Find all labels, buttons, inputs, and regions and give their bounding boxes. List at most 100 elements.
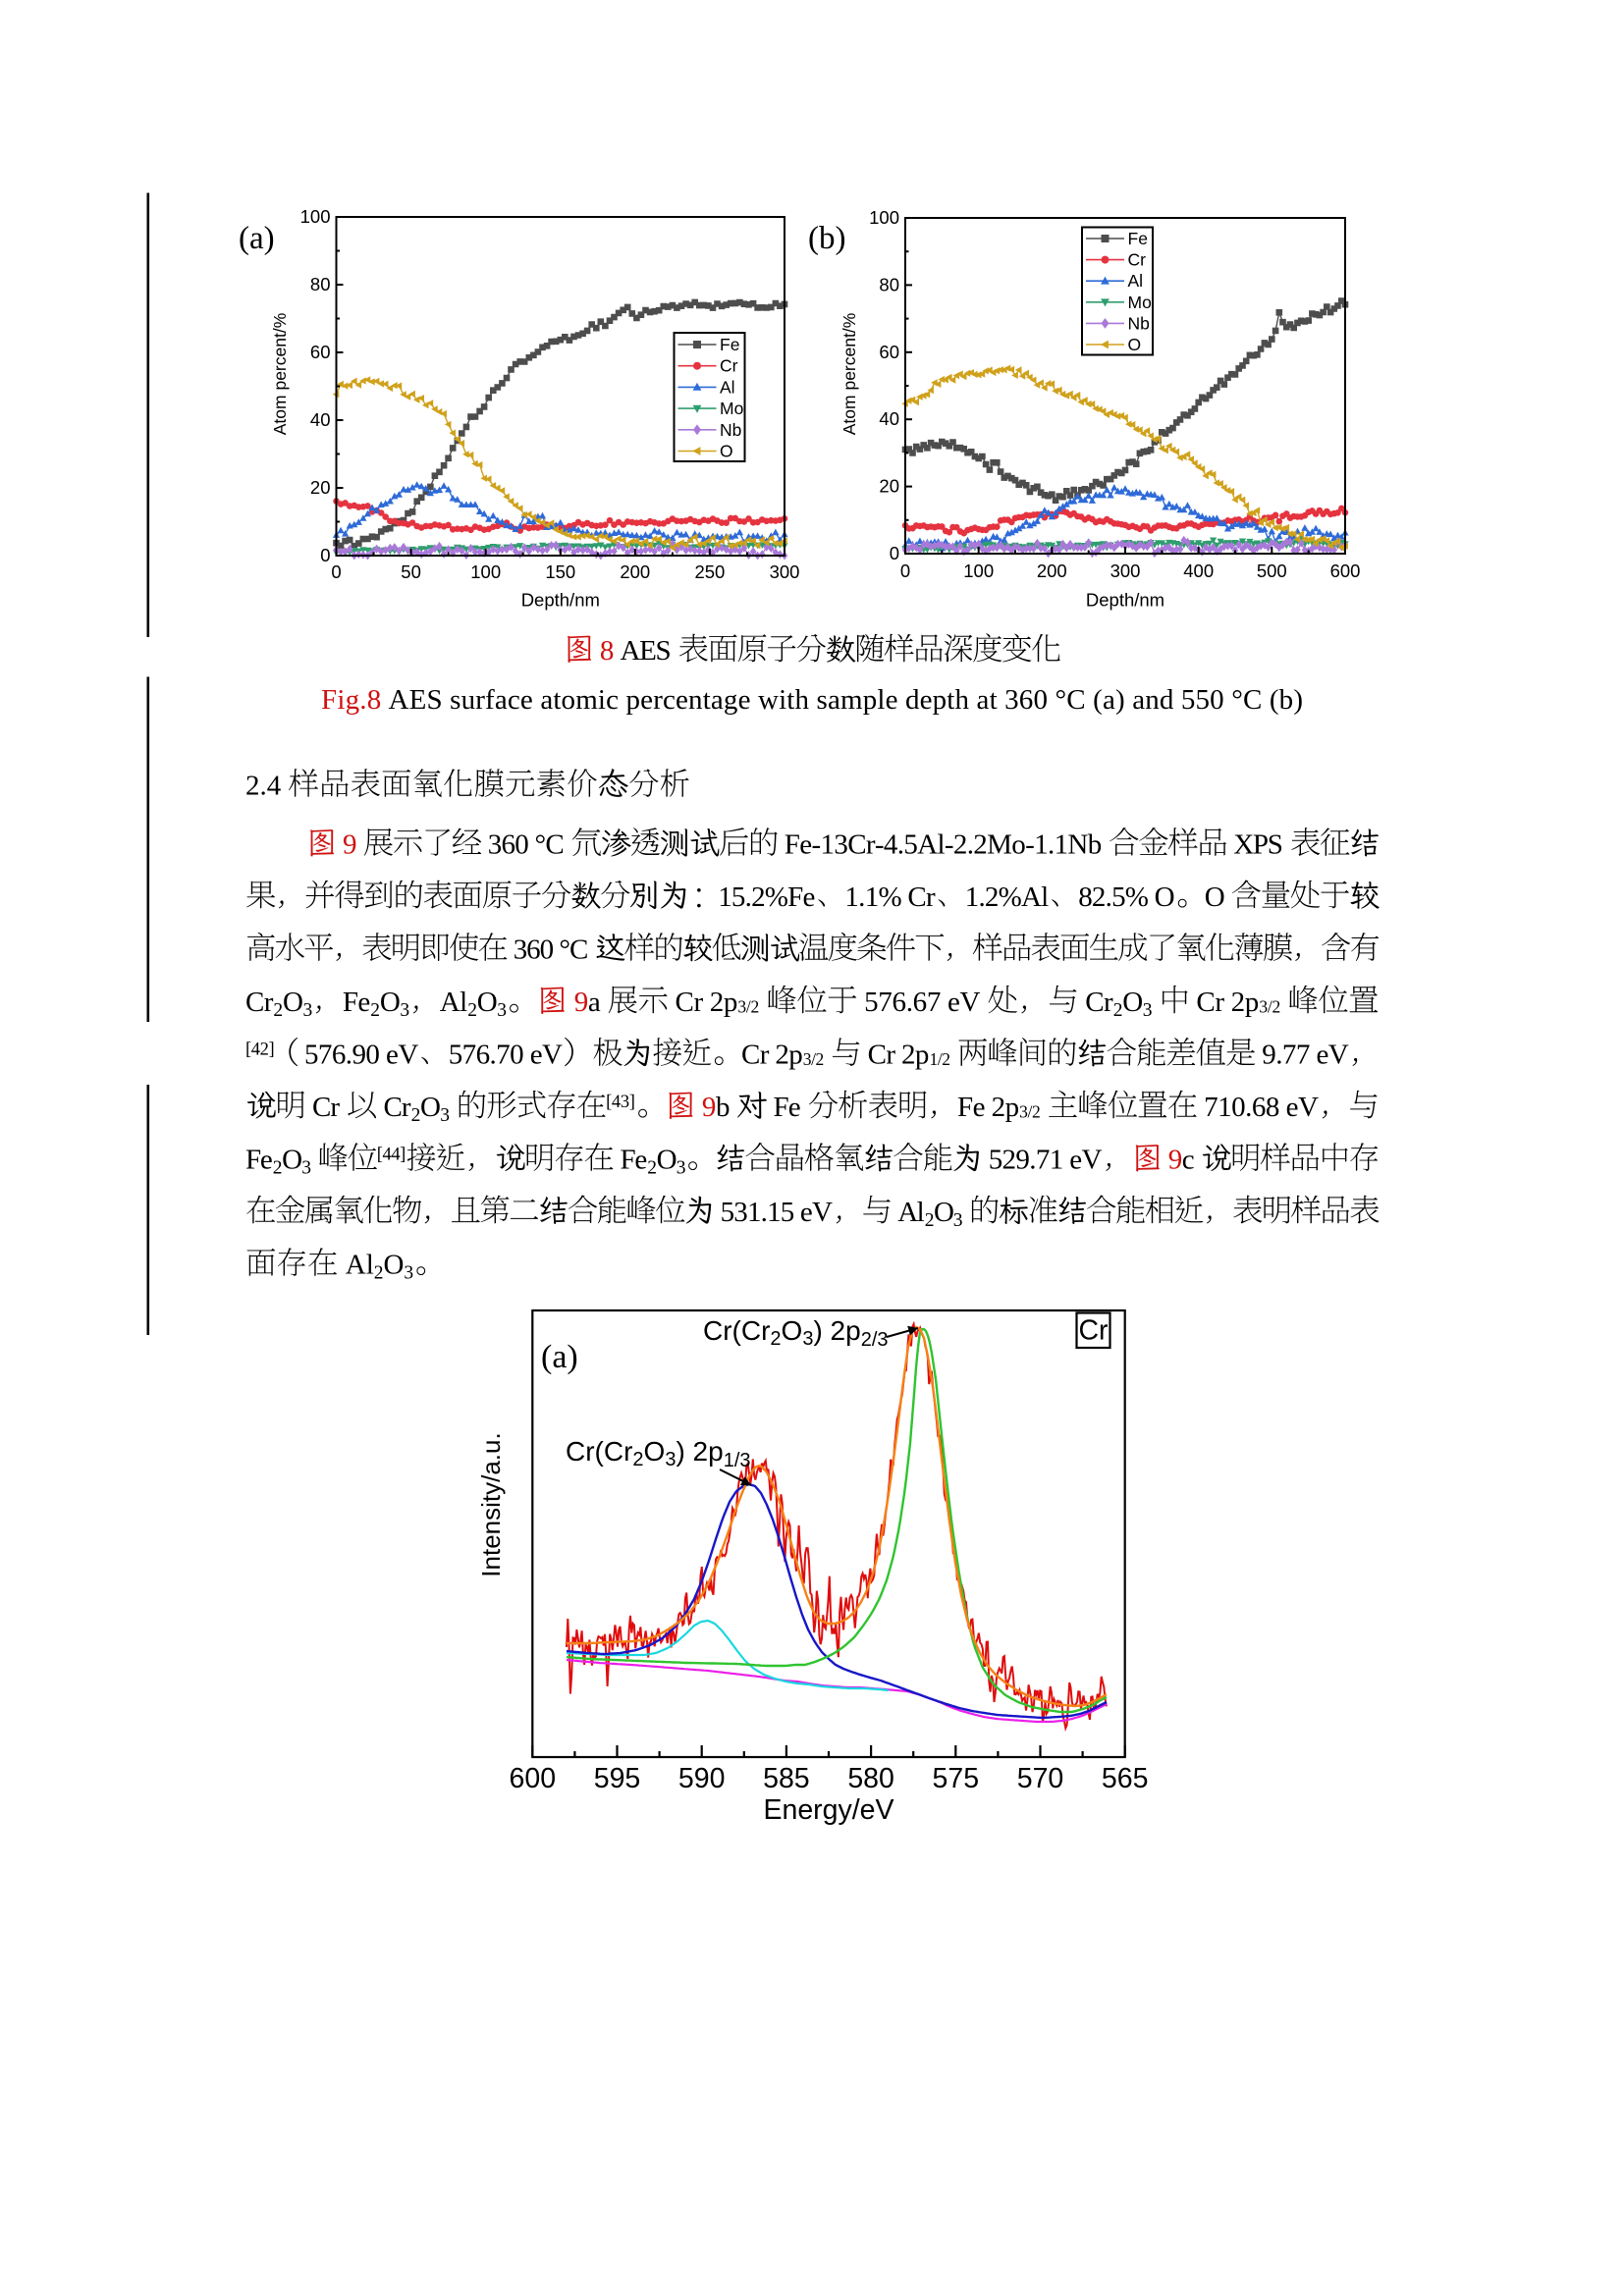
svg-text:Fe 2p: Fe 2p bbox=[957, 1092, 1019, 1123]
svg-text:O: O bbox=[657, 1145, 677, 1176]
svg-text:3: 3 bbox=[677, 1158, 686, 1179]
svg-text:0: 0 bbox=[331, 561, 341, 582]
svg-text:1.1% Cr: 1.1% Cr bbox=[844, 881, 936, 913]
svg-text:(b): (b) bbox=[808, 221, 845, 256]
svg-text:Fe: Fe bbox=[621, 1145, 648, 1176]
svg-text:Cr(Cr2O3) 2p1/3: Cr(Cr2O3) 2p1/3 bbox=[566, 1436, 751, 1471]
svg-text:9: 9 bbox=[1168, 1145, 1183, 1176]
svg-text:575: 575 bbox=[933, 1763, 980, 1794]
svg-text:O: O bbox=[477, 987, 498, 1018]
svg-text:80: 80 bbox=[310, 274, 331, 294]
svg-text:Nb: Nb bbox=[720, 420, 741, 440]
svg-text:360 °C: 360 °C bbox=[488, 829, 565, 861]
svg-text:Mo: Mo bbox=[720, 399, 743, 418]
svg-text:Cr 2p: Cr 2p bbox=[1196, 987, 1259, 1018]
svg-text:O: O bbox=[1128, 335, 1142, 354]
svg-text:590: 590 bbox=[678, 1763, 726, 1794]
svg-text:2: 2 bbox=[273, 1000, 283, 1021]
svg-text:15.2%Fe: 15.2%Fe bbox=[718, 881, 815, 913]
svg-text:AES: AES bbox=[621, 635, 672, 667]
svg-text:300: 300 bbox=[1110, 561, 1141, 581]
svg-text:3/2: 3/2 bbox=[803, 1049, 825, 1069]
svg-text:150: 150 bbox=[545, 561, 575, 582]
svg-text:3: 3 bbox=[497, 1000, 507, 1021]
svg-text:Cr: Cr bbox=[1078, 1315, 1109, 1347]
svg-text:Al: Al bbox=[1128, 271, 1144, 291]
svg-text:Al: Al bbox=[720, 377, 735, 397]
svg-text:Fe: Fe bbox=[774, 1092, 801, 1123]
svg-text:3: 3 bbox=[440, 1105, 450, 1126]
svg-text:2: 2 bbox=[925, 1210, 935, 1231]
svg-text:Al: Al bbox=[440, 987, 467, 1018]
svg-text:[42]: [42] bbox=[245, 1041, 275, 1060]
svg-text:710.68 eV: 710.68 eV bbox=[1204, 1092, 1319, 1123]
svg-text:200: 200 bbox=[1037, 561, 1067, 581]
svg-text:576.67 eV: 576.67 eV bbox=[864, 987, 980, 1018]
svg-text:2: 2 bbox=[1113, 1000, 1123, 1021]
svg-text:3: 3 bbox=[1143, 1000, 1153, 1021]
svg-text:XPS: XPS bbox=[1233, 829, 1283, 861]
svg-text:O: O bbox=[1205, 881, 1225, 913]
svg-text:0: 0 bbox=[900, 561, 910, 581]
svg-text:3/2: 3/2 bbox=[1019, 1102, 1041, 1122]
svg-text:80: 80 bbox=[879, 274, 899, 294]
svg-text:3: 3 bbox=[953, 1210, 963, 1231]
svg-text:400: 400 bbox=[1183, 561, 1214, 581]
svg-text:Intensity/a.u.: Intensity/a.u. bbox=[476, 1432, 506, 1576]
svg-text:Nb: Nb bbox=[1128, 313, 1150, 333]
svg-text:Cr: Cr bbox=[1128, 250, 1147, 270]
svg-text:Fe: Fe bbox=[1128, 229, 1148, 248]
svg-text:Cr: Cr bbox=[720, 356, 738, 376]
svg-text:O: O bbox=[384, 1250, 405, 1281]
svg-text:595: 595 bbox=[594, 1763, 641, 1794]
svg-text:1/2: 1/2 bbox=[930, 1049, 951, 1069]
svg-text:0: 0 bbox=[320, 545, 330, 565]
svg-text:0: 0 bbox=[890, 543, 899, 563]
svg-text:50: 50 bbox=[401, 561, 421, 582]
svg-text:2: 2 bbox=[411, 1105, 421, 1126]
svg-text:250: 250 bbox=[694, 561, 725, 582]
svg-text:Fe-13Cr-4.5Al-2.2Mo-1.1Nb: Fe-13Cr-4.5Al-2.2Mo-1.1Nb bbox=[785, 829, 1102, 861]
svg-text:Al: Al bbox=[897, 1197, 924, 1228]
svg-text:O: O bbox=[1122, 987, 1143, 1018]
svg-text:576.70 eV: 576.70 eV bbox=[449, 1040, 563, 1071]
svg-text:Depth/nm: Depth/nm bbox=[521, 590, 600, 611]
svg-text:Cr 2p: Cr 2p bbox=[868, 1040, 930, 1071]
svg-text:580: 580 bbox=[847, 1763, 894, 1794]
svg-text:Cr: Cr bbox=[1085, 987, 1113, 1018]
svg-text:9: 9 bbox=[343, 829, 357, 861]
svg-text:Cr 2p: Cr 2p bbox=[741, 1040, 803, 1071]
svg-text:570: 570 bbox=[1017, 1763, 1064, 1794]
svg-text:Mo: Mo bbox=[1128, 293, 1152, 312]
svg-text:O: O bbox=[283, 987, 303, 1018]
svg-text:Atom percent/%: Atom percent/% bbox=[839, 313, 859, 436]
svg-text:[43]: [43] bbox=[606, 1093, 635, 1112]
svg-text:(a): (a) bbox=[541, 1339, 578, 1375]
svg-text:2: 2 bbox=[647, 1158, 657, 1179]
svg-text:3: 3 bbox=[400, 1000, 409, 1021]
svg-text:100: 100 bbox=[300, 206, 331, 227]
svg-text:565: 565 bbox=[1102, 1763, 1149, 1794]
svg-text:Depth/nm: Depth/nm bbox=[1086, 590, 1164, 611]
svg-text:2: 2 bbox=[370, 1000, 380, 1021]
svg-text:2: 2 bbox=[467, 1000, 477, 1021]
svg-text:Fe: Fe bbox=[245, 1145, 273, 1176]
svg-text:9: 9 bbox=[574, 987, 589, 1018]
svg-text:(a): (a) bbox=[239, 221, 275, 256]
svg-text:3/2: 3/2 bbox=[1259, 997, 1280, 1017]
svg-text:3: 3 bbox=[301, 1158, 311, 1179]
svg-text:O: O bbox=[934, 1197, 954, 1228]
svg-text:AES surface atomic percentage: AES surface atomic percentage with sampl… bbox=[389, 684, 1304, 716]
svg-text:Cr(Cr2O3) 2p2/3: Cr(Cr2O3) 2p2/3 bbox=[703, 1315, 889, 1351]
svg-text:360 °C: 360 °C bbox=[514, 934, 589, 966]
svg-text:[44]: [44] bbox=[377, 1146, 406, 1165]
svg-text:40: 40 bbox=[310, 409, 331, 430]
svg-text:b: b bbox=[716, 1092, 731, 1123]
svg-text:c: c bbox=[1182, 1145, 1195, 1176]
svg-text:60: 60 bbox=[310, 342, 331, 362]
svg-text:2: 2 bbox=[374, 1263, 384, 1284]
svg-text:3: 3 bbox=[404, 1263, 413, 1284]
svg-text:Cr: Cr bbox=[312, 1092, 340, 1123]
svg-text:600: 600 bbox=[510, 1763, 557, 1794]
svg-text:O: O bbox=[720, 442, 733, 461]
